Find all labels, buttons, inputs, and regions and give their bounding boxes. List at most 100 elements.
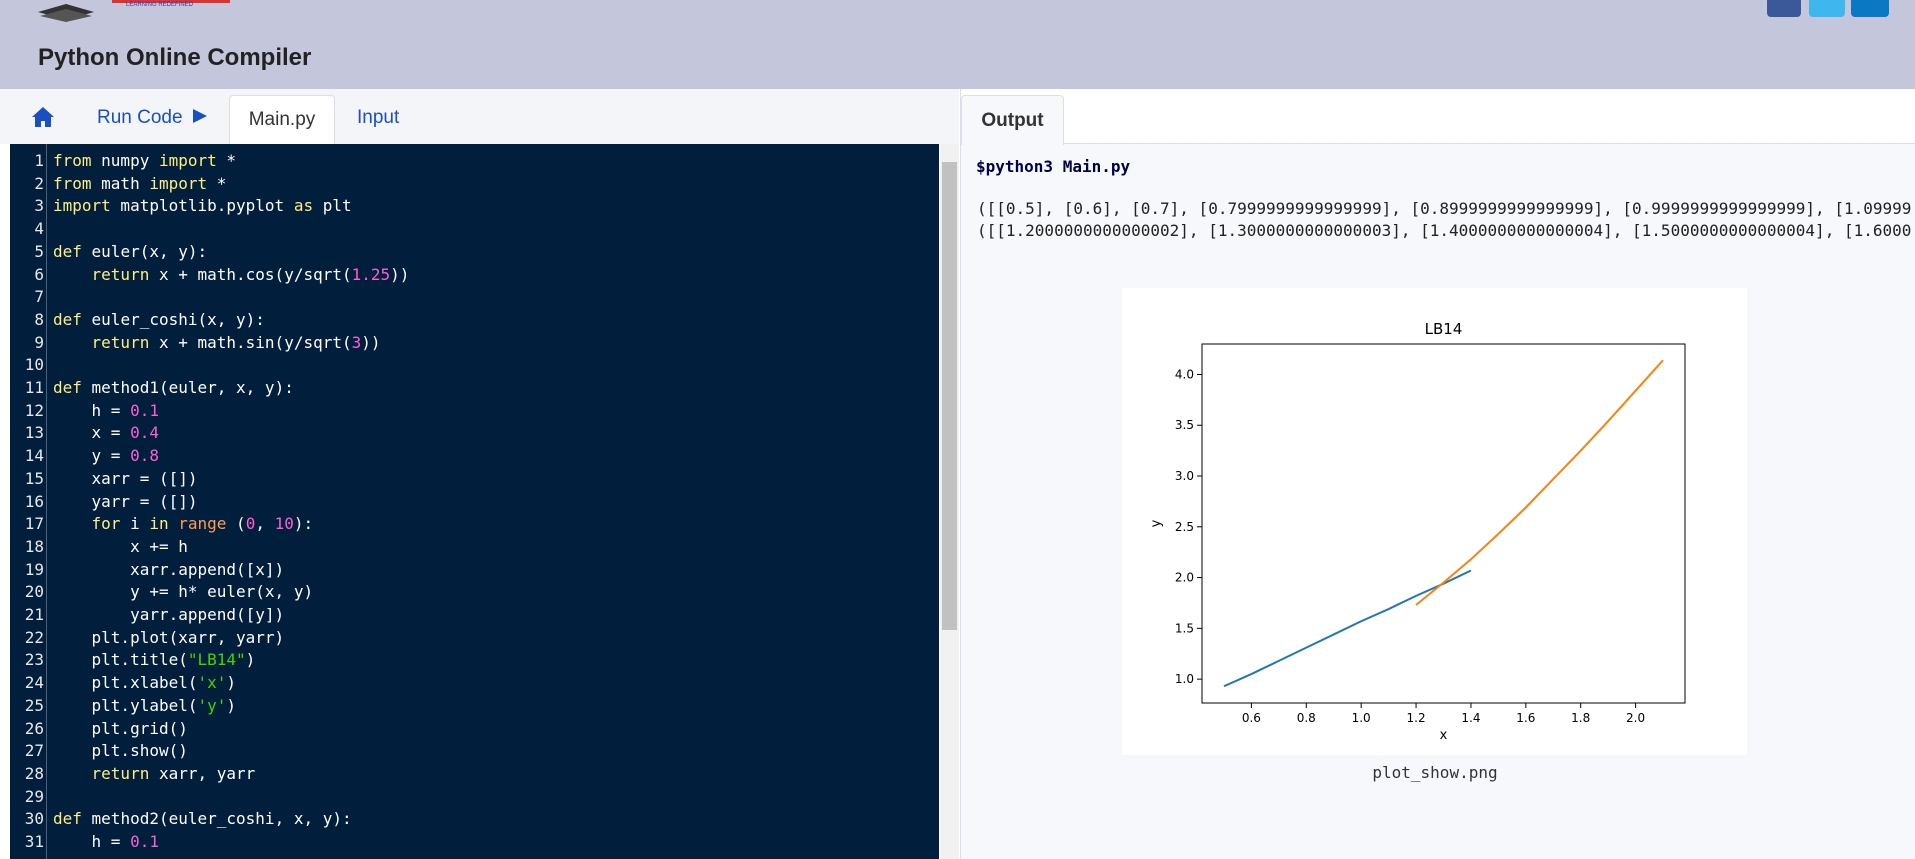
line-number: 23 bbox=[24, 650, 44, 670]
y-axis-label: y bbox=[1149, 519, 1164, 527]
code-line: return x + math.sin(y/sqrt(3)) bbox=[91, 332, 381, 352]
line-number: 26 bbox=[24, 718, 44, 738]
plot-caption: plot_show.png bbox=[1372, 763, 1498, 782]
page-title: Python Online Compiler bbox=[38, 44, 312, 71]
code-line: from numpy import * bbox=[53, 151, 237, 170]
line-number: 10 bbox=[24, 355, 44, 375]
line-number: 3 bbox=[34, 196, 44, 216]
x-tick-label: 2.0 bbox=[1626, 711, 1645, 725]
run-command: $python3 Main.py bbox=[976, 157, 1131, 176]
line-number: 14 bbox=[24, 446, 44, 466]
chart-title: LB14 bbox=[1425, 320, 1463, 338]
facebook-icon[interactable] bbox=[1767, 0, 1801, 17]
code-line: from math import * bbox=[53, 173, 227, 193]
output-tab-bar bbox=[961, 89, 1915, 144]
x-tick-label: 1.4 bbox=[1461, 711, 1480, 725]
input-tab[interactable]: Input bbox=[357, 107, 400, 128]
line-number: 25 bbox=[24, 695, 44, 715]
code-line: h = 0.1 bbox=[53, 400, 159, 420]
twitter-icon[interactable] bbox=[1809, 0, 1845, 17]
code-line: y += h* euler(x, y) bbox=[53, 582, 314, 602]
line-gutter: 1 2 3 4 5 6 7 8 9 10 11 12 13 14 15 16 17 18 19 20 21 22 23 24 2… bbox=[10, 144, 47, 859]
x-axis-label: x bbox=[1440, 728, 1448, 743]
axes-frame bbox=[1201, 343, 1686, 704]
code-line: def method2(euler_coshi, x, y): bbox=[53, 809, 352, 829]
data-line bbox=[1223, 569, 1472, 688]
code-line: plt.show() bbox=[53, 741, 188, 761]
header: LEARNING REDEFINED Python Online Compile… bbox=[0, 0, 1915, 89]
line-number: 19 bbox=[24, 559, 44, 579]
code-line: for i in range (0, 10): bbox=[91, 514, 314, 534]
code-line: plt.grid() bbox=[53, 718, 188, 738]
y-tick-label: 1.5 bbox=[1175, 621, 1194, 635]
line-number: 24 bbox=[24, 673, 44, 693]
code-line: yarr.append([y]) bbox=[53, 605, 285, 624]
y-tick-label: 2.5 bbox=[1175, 520, 1194, 534]
code-line: x = 0.4 bbox=[53, 423, 159, 443]
line-number: 6 bbox=[34, 264, 44, 284]
code-line: def euler(x, y): bbox=[53, 241, 208, 261]
plot-image: LB14 0.6 0.8 1.0 1.2 1.4 1.6 1.8 2.0 1.0 1.5 2.0 2.5… bbox=[1122, 288, 1747, 755]
line-number: 15 bbox=[24, 468, 44, 488]
line-number: 13 bbox=[24, 423, 44, 443]
output-line: ([[0.5], [0.6], [0.7], [0.79999999999999… bbox=[977, 199, 1912, 218]
run-code-label[interactable]: Run Code bbox=[97, 107, 183, 128]
y-tick-label: 3.0 bbox=[1175, 469, 1194, 483]
y-tick-label: 4.0 bbox=[1175, 367, 1194, 381]
logo-icon bbox=[38, 4, 94, 22]
line-number: 17 bbox=[24, 514, 44, 534]
line-number: 29 bbox=[24, 786, 44, 806]
code-line: y = 0.8 bbox=[53, 446, 159, 466]
code-line: return xarr, yarr bbox=[91, 763, 256, 783]
output-tab[interactable]: Output bbox=[961, 95, 1064, 145]
code-line: import matplotlib.pyplot as plt bbox=[53, 196, 352, 216]
x-tick-label: 1.2 bbox=[1407, 711, 1426, 725]
line-number: 11 bbox=[24, 378, 44, 397]
code-line: def method1(euler, x, y): bbox=[53, 378, 294, 397]
editor-tab-bar bbox=[0, 89, 959, 144]
code-line: xarr.append([x]) bbox=[53, 559, 285, 579]
line-number: 18 bbox=[24, 536, 44, 556]
y-tick-label: 3.5 bbox=[1175, 418, 1194, 432]
line-number: 7 bbox=[34, 287, 44, 307]
data-line bbox=[1415, 359, 1664, 606]
line-number: 8 bbox=[34, 309, 44, 329]
line-number: 21 bbox=[24, 605, 44, 624]
logo-tagline: LEARNING REDEFINED bbox=[126, 2, 194, 8]
line-number: 2 bbox=[34, 173, 44, 193]
home-button[interactable] bbox=[31, 106, 55, 128]
line-number: 12 bbox=[24, 400, 44, 420]
code-line: return x + math.cos(y/sqrt(1.25)) bbox=[91, 264, 410, 284]
line-number: 20 bbox=[24, 582, 44, 602]
linkedin-icon[interactable] bbox=[1851, 0, 1889, 17]
x-tick-label: 1.0 bbox=[1352, 711, 1371, 725]
x-tick-label: 1.6 bbox=[1516, 711, 1535, 725]
code-line: def euler_coshi(x, y): bbox=[53, 309, 265, 329]
x-tick-label: 0.6 bbox=[1242, 711, 1261, 725]
code-line: plt.xlabel('x') bbox=[53, 673, 237, 693]
code-line: x += h bbox=[53, 536, 188, 556]
code-line: xarr = ([]) bbox=[53, 468, 198, 488]
x-tick-label: 1.8 bbox=[1571, 711, 1590, 725]
main-file-tab[interactable]: Main.py bbox=[229, 95, 335, 144]
line-number: 27 bbox=[24, 741, 44, 761]
code-line: yarr = ([]) bbox=[53, 491, 198, 511]
line-number: 4 bbox=[34, 219, 44, 239]
y-tick-label: 2.0 bbox=[1175, 571, 1194, 585]
code-line: plt.title("LB14") bbox=[53, 650, 256, 670]
code-line: plt.plot(xarr, yarr) bbox=[53, 627, 285, 647]
code-editor[interactable]: 1 2 3 4 5 6 7 8 9 10 11 12 13 14 15 16 17 18 19 20 21 22 23 24 2… bbox=[10, 144, 939, 859]
run-code-button[interactable]: Run Code bbox=[97, 107, 209, 129]
line-number: 31 bbox=[24, 832, 44, 851]
line-number: 1 bbox=[34, 151, 44, 170]
line-number: 16 bbox=[24, 491, 44, 511]
scrollbar-thumb[interactable] bbox=[942, 162, 957, 630]
chart: LB14 0.6 0.8 1.0 1.2 1.4 1.6 1.8 2.0 1.0 1.5 2.0 2.5… bbox=[1149, 320, 1686, 743]
line-number: 22 bbox=[24, 627, 44, 647]
line-number: 28 bbox=[24, 763, 44, 783]
line-number: 5 bbox=[34, 241, 44, 261]
logo-text-cut bbox=[112, 0, 230, 3]
code-line: plt.ylabel('y') bbox=[53, 695, 237, 715]
run-icon[interactable] bbox=[191, 108, 209, 124]
